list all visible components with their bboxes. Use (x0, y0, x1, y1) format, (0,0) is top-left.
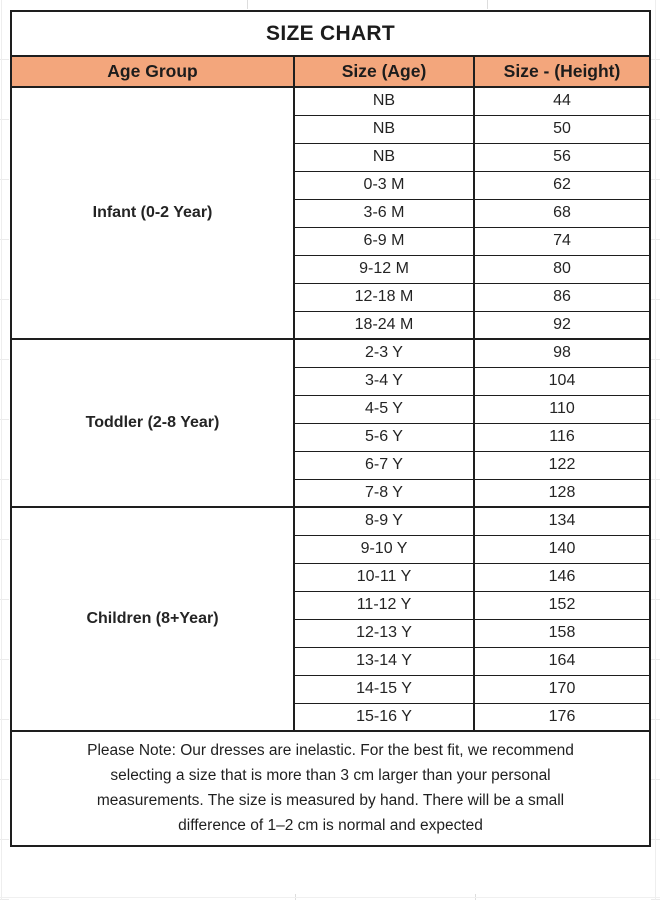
size-age-cell: NB (293, 142, 475, 172)
size-age-cell: 8-9 Y (293, 506, 475, 536)
age-group-cell: Children (8+Year) (10, 506, 295, 732)
size-age-cell: 3-4 Y (293, 366, 475, 396)
note-section: Please Note: Our dresses are inelastic. … (9, 730, 652, 847)
size-age-cell: 6-7 Y (293, 450, 475, 480)
size-height-cell: 176 (472, 702, 652, 732)
table-row: 5-6 Y 116 (11, 422, 652, 452)
size-age-cell: 18-24 M (293, 310, 475, 340)
background-gridline (0, 897, 660, 898)
table-row: 6-7 Y 122 (11, 450, 652, 480)
size-height-cell: 110 (472, 394, 652, 424)
size-height-cell: 146 (472, 562, 652, 592)
size-height-cell: 62 (472, 170, 652, 200)
size-age-cell: 9-10 Y (293, 534, 475, 564)
size-age-cell: 4-5 Y (293, 394, 475, 424)
table-row: 9-10 Y 140 (11, 534, 652, 564)
size-height-cell: 104 (472, 366, 652, 396)
background-gridline (247, 0, 248, 9)
size-height-cell: 50 (472, 114, 652, 144)
size-age-cell: 12-13 Y (293, 618, 475, 648)
size-age-cell: 5-6 Y (293, 422, 475, 452)
size-age-cell: 14-15 Y (293, 674, 475, 704)
size-height-cell: 164 (472, 646, 652, 676)
size-height-cell: 116 (472, 422, 652, 452)
table-row: NB 56 (11, 142, 652, 172)
column-header-size-height: Size - (Height) (472, 55, 652, 88)
size-height-cell: 152 (472, 590, 652, 620)
size-age-cell: 15-16 Y (293, 702, 475, 732)
size-height-cell: 140 (472, 534, 652, 564)
size-height-cell: 86 (472, 282, 652, 312)
note-line: Please Note: Our dresses are inelastic. … (87, 742, 574, 759)
table-row: Toddler (2-8 Year) 2-3 Y 98 (10, 338, 652, 508)
column-header-row: Age Group Size (Age) Size - (Height) (10, 55, 652, 88)
size-age-cell: 3-6 M (293, 198, 475, 228)
note-cell: Please Note: Our dresses are inelastic. … (9, 730, 652, 847)
title-row: SIZE CHART (9, 10, 652, 57)
size-age-cell: 13-14 Y (293, 646, 475, 676)
table-row: 18-24 M 92 (11, 310, 652, 340)
size-age-cell: 7-8 Y (293, 478, 475, 508)
age-group-cell: Infant (0-2 Year) (10, 86, 295, 340)
size-height-cell: 68 (472, 198, 652, 228)
table-row: 14-15 Y 170 (11, 674, 652, 704)
background-gridline (487, 0, 488, 9)
size-chart-table: SIZE CHART Age Group Size (Age) Size - (… (9, 10, 652, 847)
size-height-cell: 122 (472, 450, 652, 480)
note-line: difference of 1–2 cm is normal and expec… (178, 817, 483, 834)
table-row: 4-5 Y 110 (11, 394, 652, 424)
table-row: 12-13 Y 158 (11, 618, 652, 648)
column-header-age-group: Age Group (10, 55, 295, 88)
page-title: SIZE CHART (9, 10, 652, 57)
size-age-cell: 10-11 Y (293, 562, 475, 592)
note-row: Please Note: Our dresses are inelastic. … (9, 730, 652, 847)
size-height-cell: 92 (472, 310, 652, 340)
column-header-size-age: Size (Age) (293, 55, 475, 88)
size-height-cell: 56 (472, 142, 652, 172)
table-row: Children (8+Year) 8-9 Y 134 (10, 506, 652, 732)
size-age-cell: NB (293, 114, 475, 144)
size-table-body: Infant (0-2 Year) NB 44 NB 50 NB 56 0-3 M 62 3-6 … (10, 86, 652, 732)
table-row: NB 50 (11, 114, 652, 144)
table-row: 10-11 Y 146 (11, 562, 652, 592)
background-gridline (0, 0, 9, 900)
size-age-cell: 0-3 M (293, 170, 475, 200)
size-height-cell: 170 (472, 674, 652, 704)
table-row: 3-6 M 68 (11, 198, 652, 228)
table-row: 12-18 M 86 (11, 282, 652, 312)
size-age-cell: 6-9 M (293, 226, 475, 256)
size-age-cell: 2-3 Y (293, 338, 475, 368)
size-age-cell: 12-18 M (293, 282, 475, 312)
size-height-cell: 134 (472, 506, 652, 536)
background-gridline (655, 0, 656, 900)
background-gridline (1, 0, 2, 900)
size-height-cell: 98 (472, 338, 652, 368)
table-row: Infant (0-2 Year) NB 44 (10, 86, 652, 340)
note-line: selecting a size that is more than 3 cm … (110, 767, 551, 784)
size-height-cell: 44 (472, 86, 652, 116)
size-age-cell: NB (293, 86, 475, 116)
table-row: 15-16 Y 176 (11, 702, 652, 732)
size-age-cell: 11-12 Y (293, 590, 475, 620)
table-row: 13-14 Y 164 (11, 646, 652, 676)
age-group-cell: Toddler (2-8 Year) (10, 338, 295, 508)
size-height-cell: 74 (472, 226, 652, 256)
size-age-cell: 9-12 M (293, 254, 475, 284)
table-row: 7-8 Y 128 (11, 478, 652, 508)
size-height-cell: 128 (472, 478, 652, 508)
size-height-cell: 158 (472, 618, 652, 648)
note-line: measurements. The size is measured by ha… (96, 792, 565, 809)
size-height-cell: 80 (472, 254, 652, 284)
